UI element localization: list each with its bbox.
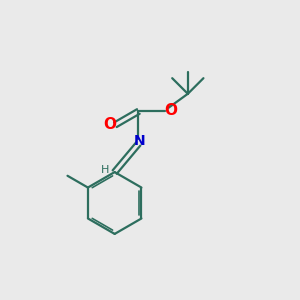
Text: O: O <box>164 103 177 118</box>
Text: H: H <box>101 165 110 175</box>
Text: O: O <box>103 117 116 132</box>
Text: N: N <box>134 134 146 148</box>
